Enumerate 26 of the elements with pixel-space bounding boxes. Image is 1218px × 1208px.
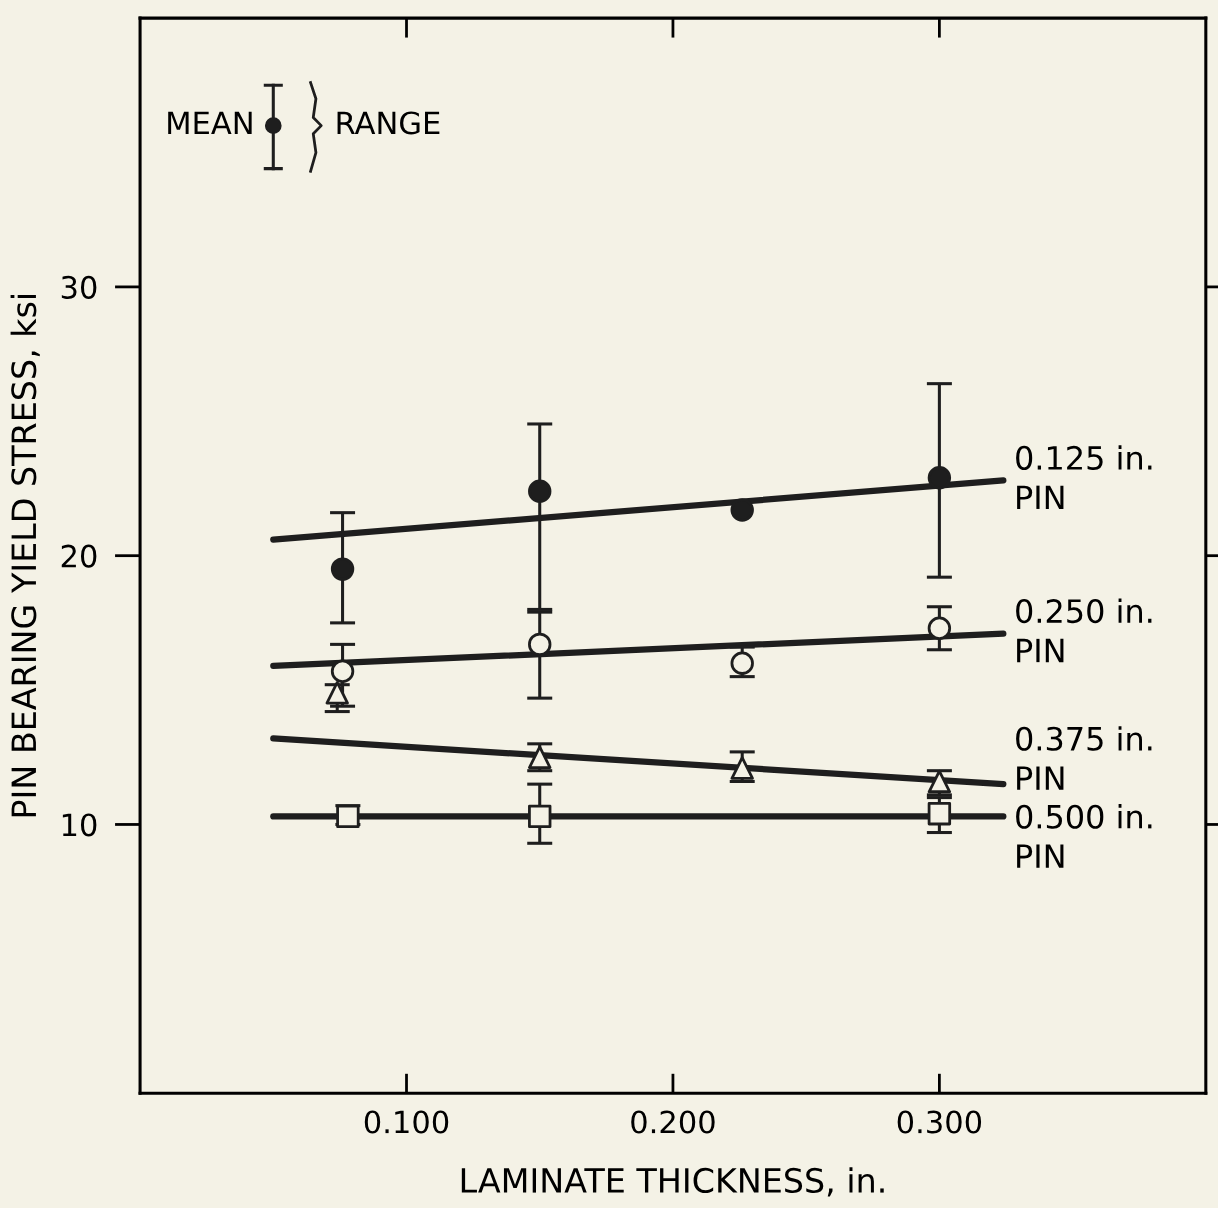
annotation: RANGE — [337, 111, 440, 135]
point — [730, 498, 754, 522]
point — [730, 651, 754, 675]
point — [927, 802, 952, 826]
point — [528, 804, 552, 829]
point — [730, 756, 754, 780]
series-label: 0.250 in. PIN — [1016, 598, 1152, 663]
point — [927, 616, 952, 640]
y-tick-label: 20 — [61, 544, 97, 568]
x-tick-label: 0.100 — [364, 1110, 449, 1134]
series-label: 0.375 in. PIN — [1016, 726, 1152, 790]
y-tick-label: 10 — [62, 813, 97, 837]
annotation: MEAN — [168, 111, 252, 135]
series-label: 0.500 in. PIN — [1016, 804, 1152, 868]
y-tick-label: 30 — [61, 275, 97, 299]
point — [325, 681, 349, 705]
y-axis-title: PIN BEARING YIELD STRESS, ksi — [10, 294, 40, 817]
x-tick-label: 0.200 — [631, 1110, 715, 1134]
point — [330, 557, 355, 581]
point — [528, 479, 552, 503]
series-label: 0.125 in. PIN — [1016, 445, 1152, 509]
x-tick-label: 0.300 — [897, 1110, 982, 1134]
point — [927, 466, 952, 490]
point — [330, 659, 355, 683]
x-axis-title: LAMINATE THICKNESS, in. — [461, 1167, 884, 1197]
point — [528, 632, 552, 657]
